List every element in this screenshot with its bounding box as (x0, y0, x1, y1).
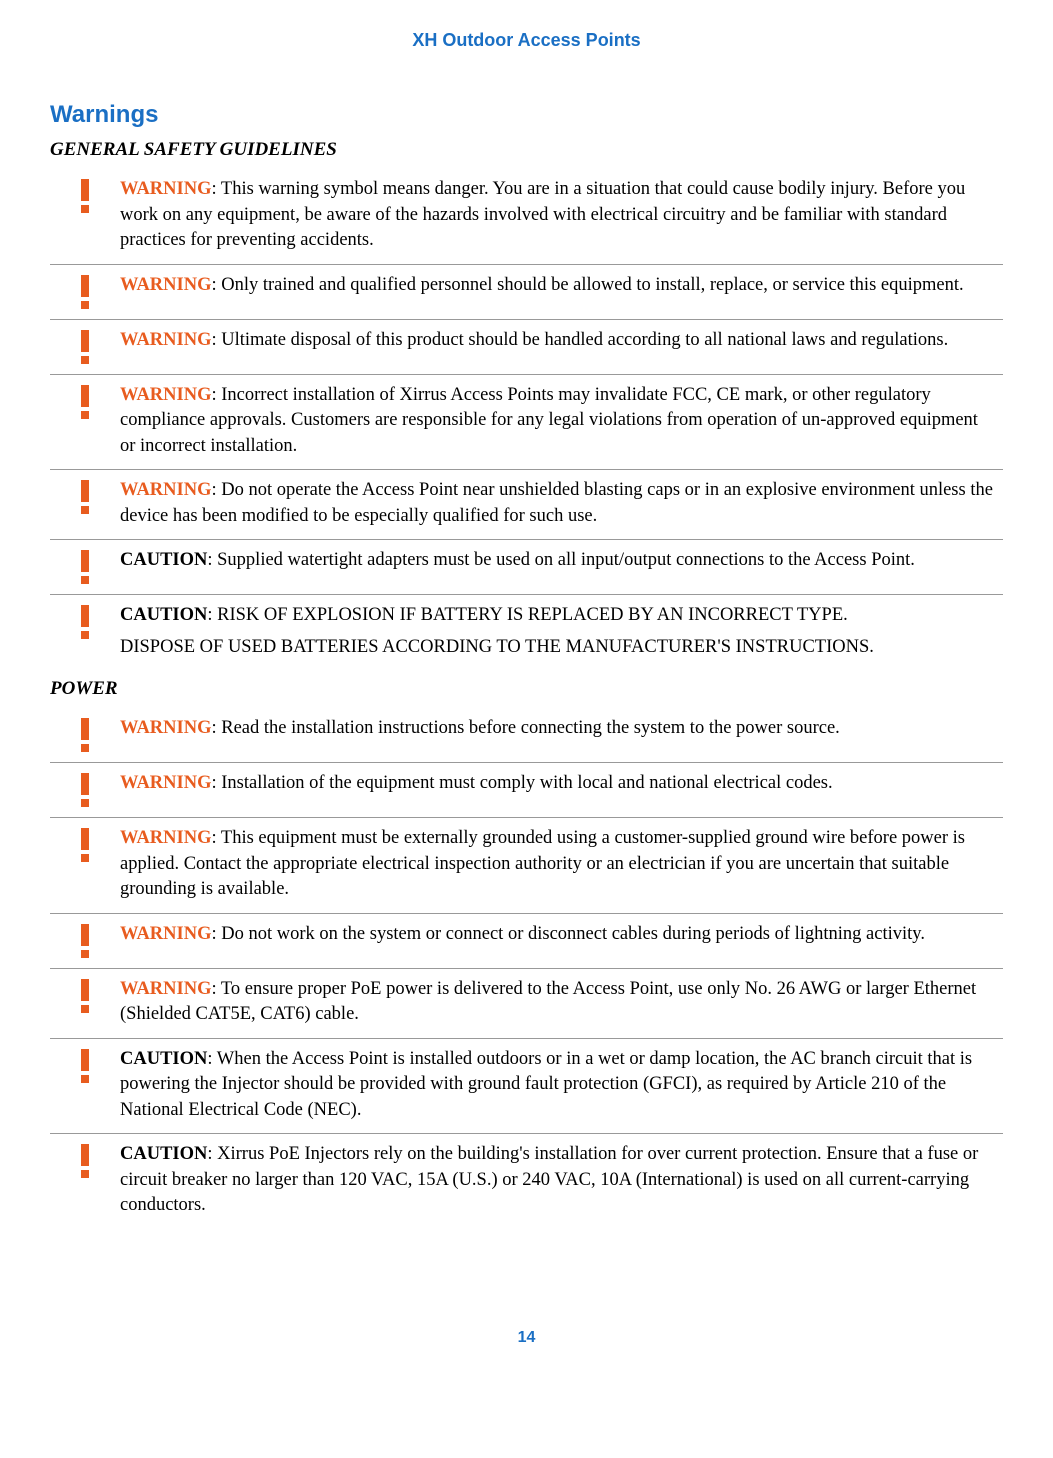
warning-text: WARNING: Do not operate the Access Point… (120, 478, 1003, 529)
warning-icon-cell (50, 328, 120, 364)
warning-row: WARNING: Read the installation instructi… (50, 708, 1003, 763)
exclamation-icon (81, 550, 89, 584)
exclamation-icon (81, 480, 89, 514)
warning-row: WARNING: Incorrect installation of Xirru… (50, 375, 1003, 471)
warning-label: WARNING (120, 979, 211, 999)
warning-body: : Do not operate the Access Point near u… (120, 480, 993, 526)
warning-label: WARNING (120, 924, 211, 944)
warning-label: WARNING (120, 275, 211, 295)
warning-text: WARNING: Do not work on the system or co… (120, 922, 1003, 948)
warning-icon-cell (50, 771, 120, 807)
warning-icon-cell (50, 383, 120, 419)
warning-row: WARNING: Do not operate the Access Point… (50, 470, 1003, 540)
page-header: XH Outdoor Access Points (50, 30, 1003, 51)
warning-icon-cell (50, 548, 120, 584)
exclamation-icon (81, 924, 89, 958)
warning-label: WARNING (120, 330, 211, 350)
warning-icon-cell (50, 603, 120, 639)
warning-text: WARNING: To ensure proper PoE power is d… (120, 977, 1003, 1028)
exclamation-icon (81, 718, 89, 752)
warning-text: WARNING: This warning symbol means dange… (120, 177, 1003, 254)
warning-icon-cell (50, 1047, 120, 1083)
exclamation-icon (81, 179, 89, 213)
warning-body: : Ultimate disposal of this product shou… (211, 330, 948, 350)
exclamation-icon (81, 330, 89, 364)
warning-text: WARNING: Read the installation instructi… (120, 716, 1003, 742)
warning-icon-cell (50, 922, 120, 958)
caution-text: CAUTION: When the Access Point is instal… (120, 1047, 1003, 1124)
caution-row: CAUTION: Xirrus PoE Injectors rely on th… (50, 1134, 1003, 1229)
warning-row: WARNING: Only trained and qualified pers… (50, 265, 1003, 320)
caution-body-line2: DISPOSE OF USED BATTERIES ACCORDING TO T… (120, 635, 995, 661)
caution-text: CAUTION: Supplied watertight adapters mu… (120, 548, 1003, 574)
warning-label: WARNING (120, 179, 211, 199)
page-number: 14 (50, 1329, 1003, 1347)
warning-body: : This equipment must be externally grou… (120, 828, 965, 899)
caution-body: : Supplied watertight adapters must be u… (207, 550, 915, 570)
exclamation-icon (81, 385, 89, 419)
exclamation-icon (81, 828, 89, 862)
warning-icon-cell (50, 826, 120, 862)
caution-label: CAUTION (120, 605, 207, 625)
warning-body: : Read the installation instructions bef… (211, 718, 839, 738)
caution-label: CAUTION (120, 1049, 207, 1069)
warning-label: WARNING (120, 385, 211, 405)
warning-text: WARNING: Installation of the equipment m… (120, 771, 1003, 797)
warning-text: WARNING: Incorrect installation of Xirru… (120, 383, 1003, 460)
caution-text: CAUTION: Xirrus PoE Injectors rely on th… (120, 1142, 1003, 1219)
caution-row: CAUTION: When the Access Point is instal… (50, 1039, 1003, 1135)
warning-icon-cell (50, 273, 120, 309)
warning-body: : This warning symbol means danger. You … (120, 179, 965, 250)
warning-label: WARNING (120, 480, 211, 500)
section-power-heading: POWER (50, 678, 1003, 700)
warning-row: WARNING: Do not work on the system or co… (50, 914, 1003, 969)
warning-body: : Do not work on the system or connect o… (211, 924, 924, 944)
exclamation-icon (81, 1144, 89, 1178)
caution-row: CAUTION: Supplied watertight adapters mu… (50, 540, 1003, 595)
warning-icon-cell (50, 478, 120, 514)
exclamation-icon (81, 1049, 89, 1083)
warning-label: WARNING (120, 718, 211, 738)
caution-body: : RISK OF EXPLOSION IF BATTERY IS REPLAC… (207, 605, 847, 625)
exclamation-icon (81, 979, 89, 1013)
caution-body: : Xirrus PoE Injectors rely on the build… (120, 1144, 978, 1215)
caution-row: CAUTION: RISK OF EXPLOSION IF BATTERY IS… (50, 595, 1003, 670)
caution-body: : When the Access Point is installed out… (120, 1049, 972, 1120)
warning-text: WARNING: This equipment must be external… (120, 826, 1003, 903)
section-general-heading: GENERAL SAFETY GUIDELINES (50, 139, 1003, 161)
caution-label: CAUTION (120, 550, 207, 570)
warning-body: : Only trained and qualified personnel s… (211, 275, 963, 295)
exclamation-icon (81, 773, 89, 807)
warning-icon-cell (50, 977, 120, 1013)
warning-icon-cell (50, 716, 120, 752)
caution-text: CAUTION: RISK OF EXPLOSION IF BATTERY IS… (120, 603, 1003, 660)
caution-label: CAUTION (120, 1144, 207, 1164)
warning-body: : Incorrect installation of Xirrus Acces… (120, 385, 978, 456)
main-heading: Warnings (50, 101, 1003, 129)
warning-icon-cell (50, 177, 120, 213)
warning-icon-cell (50, 1142, 120, 1178)
warning-label: WARNING (120, 773, 211, 793)
warning-text: WARNING: Ultimate disposal of this produ… (120, 328, 1003, 354)
warning-body: : Installation of the equipment must com… (211, 773, 832, 793)
warning-row: WARNING: This equipment must be external… (50, 818, 1003, 914)
warning-row: WARNING: Ultimate disposal of this produ… (50, 320, 1003, 375)
warning-row: WARNING: This warning symbol means dange… (50, 169, 1003, 265)
warning-body: : To ensure proper PoE power is delivere… (120, 979, 976, 1025)
exclamation-icon (81, 605, 89, 639)
warning-label: WARNING (120, 828, 211, 848)
warning-row: WARNING: To ensure proper PoE power is d… (50, 969, 1003, 1039)
warning-text: WARNING: Only trained and qualified pers… (120, 273, 1003, 299)
warning-row: WARNING: Installation of the equipment m… (50, 763, 1003, 818)
exclamation-icon (81, 275, 89, 309)
